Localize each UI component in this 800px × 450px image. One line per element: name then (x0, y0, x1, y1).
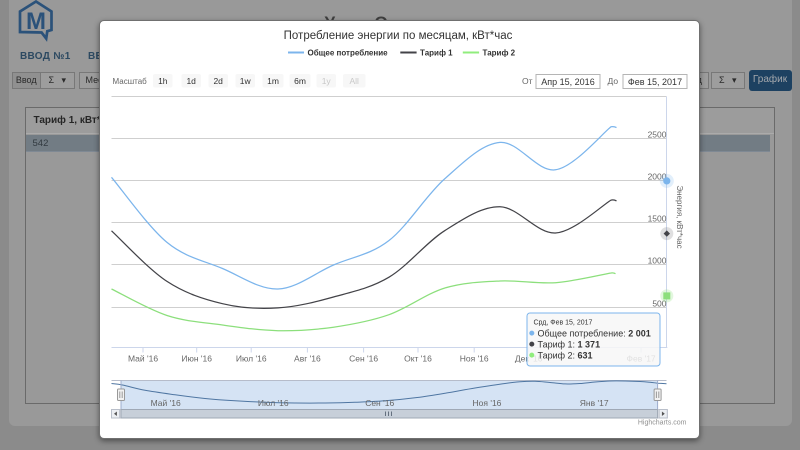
svg-text:Май '16: Май '16 (128, 354, 158, 364)
svg-text:Тариф 1: 1 371: Тариф 1: 1 371 (538, 339, 601, 349)
svg-text:Ноя '16: Ноя '16 (473, 398, 502, 408)
svg-text:M: M (26, 8, 46, 35)
svg-text:Тариф 1: Тариф 1 (420, 48, 453, 57)
svg-text:Тариф 2: 631: Тариф 2: 631 (538, 350, 593, 360)
svg-text:Окт '16: Окт '16 (404, 354, 432, 364)
svg-text:1d: 1d (186, 76, 196, 86)
svg-text:От: От (522, 76, 533, 86)
svg-text:1h: 1h (158, 76, 168, 86)
svg-text:Общее потребление: 2 001: Общее потребление: 2 001 (538, 328, 651, 338)
svg-text:1y: 1y (322, 76, 332, 86)
svg-text:Янв '17: Янв '17 (580, 398, 609, 408)
svg-text:Авг '16: Авг '16 (294, 354, 321, 364)
svg-text:500: 500 (652, 299, 666, 309)
svg-text:Сен '16: Сен '16 (349, 354, 378, 364)
svg-text:Апр 15, 2016: Апр 15, 2016 (541, 77, 594, 87)
svg-text:Фев 15, 2017: Фев 15, 2017 (628, 77, 682, 87)
svg-text:Тариф 2: Тариф 2 (483, 48, 516, 57)
svg-text:Сен '16: Сен '16 (365, 398, 394, 408)
svg-text:Июл '16: Июл '16 (258, 398, 289, 408)
svg-text:1w: 1w (240, 76, 252, 86)
svg-text:6m: 6m (294, 76, 306, 86)
svg-text:Масштаб: Масштаб (113, 77, 148, 86)
svg-text:Июл '16: Июл '16 (236, 354, 267, 364)
svg-text:Highcharts.com: Highcharts.com (638, 420, 687, 427)
svg-text:1000: 1000 (648, 256, 667, 266)
svg-text:1m: 1m (267, 76, 279, 86)
svg-text:Срд, Фев 15, 2017: Срд, Фев 15, 2017 (534, 320, 593, 327)
svg-text:2000: 2000 (648, 172, 667, 182)
svg-text:Потребление энергии по месяцам: Потребление энергии по месяцам, кВт*час (284, 30, 513, 42)
svg-text:Общее потребление: Общее потребление (308, 48, 389, 57)
svg-text:2500: 2500 (648, 130, 667, 140)
svg-text:1500: 1500 (648, 214, 667, 224)
svg-text:Май '16: Май '16 (151, 398, 181, 408)
svg-text:До: До (608, 76, 619, 86)
svg-text:All: All (349, 76, 359, 86)
svg-text:Энергия, кВт*час: Энергия, кВт*час (675, 185, 684, 248)
svg-text:2d: 2d (213, 76, 223, 86)
svg-text:Июн '16: Июн '16 (181, 354, 212, 364)
svg-text:Ноя '16: Ноя '16 (460, 354, 489, 364)
